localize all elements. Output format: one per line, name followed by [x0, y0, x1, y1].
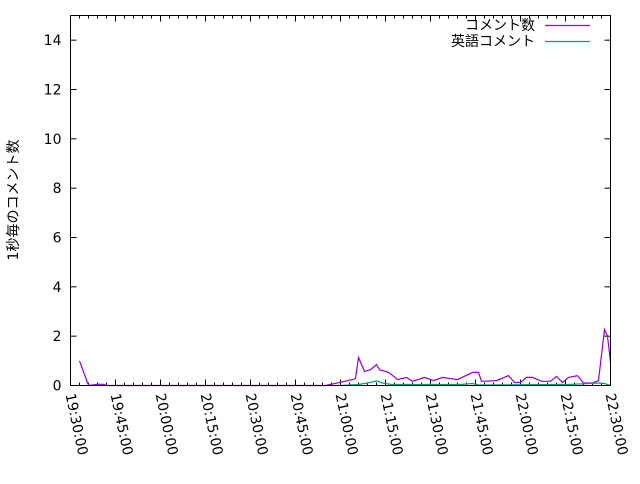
- series-line-0: [78, 327, 612, 387]
- y-tick-label: 8: [53, 181, 62, 197]
- y-tick-label: 14: [44, 33, 62, 49]
- x-tick-label: 22:15:00: [557, 392, 586, 457]
- x-tick-label: 19:45:00: [107, 392, 136, 457]
- y-axis-label: 1秒毎のコメント数: [6, 140, 22, 261]
- y-tick-label: 2: [53, 329, 62, 345]
- y-tick-label: 12: [44, 83, 62, 99]
- x-tick-label: 21:45:00: [467, 392, 496, 457]
- x-tick-label: 20:45:00: [287, 392, 316, 457]
- x-tick-label: 20:15:00: [197, 392, 226, 457]
- y-tick-label: 6: [53, 231, 62, 247]
- legend-label-0: コメント数: [465, 18, 535, 34]
- plot-border: [70, 15, 611, 386]
- legend-label-1: 英語コメント: [451, 33, 535, 50]
- x-tick-label: 21:15:00: [377, 392, 406, 457]
- x-tick-label: 20:30:00: [242, 392, 271, 457]
- x-tick-label: 20:00:00: [152, 392, 181, 457]
- legend: コメント数 英語コメント: [451, 18, 590, 50]
- x-tick-label: 21:00:00: [332, 392, 361, 457]
- x-tick-label: 22:30:00: [602, 392, 631, 457]
- series-lines: [78, 327, 612, 387]
- y-tick-label: 10: [44, 132, 62, 148]
- axis-ticks: 0 2 4 6 8 10 12 14 19:30:00 19:45:00 20:00:00 20:15…: [44, 15, 631, 457]
- y-tick-label: 4: [53, 280, 62, 296]
- y-tick-label: 0: [53, 379, 62, 395]
- x-tick-label: 21:30:00: [422, 392, 451, 457]
- x-tick-label: 19:30:00: [62, 392, 91, 457]
- x-tick-label: 22:00:00: [512, 392, 541, 457]
- series-line-1: [340, 380, 611, 387]
